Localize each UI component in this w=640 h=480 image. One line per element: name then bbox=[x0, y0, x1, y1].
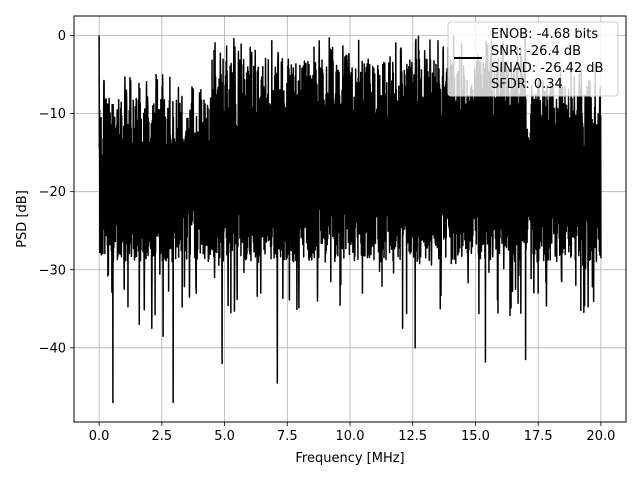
y-tick-label: −10 bbox=[39, 107, 66, 122]
x-tick-label: 2.5 bbox=[151, 429, 172, 444]
legend-entry-sinad: SINAD: -26.42 dB bbox=[491, 61, 603, 76]
x-tick-label: 0.0 bbox=[89, 429, 110, 444]
x-tick-label: 5.0 bbox=[214, 429, 235, 444]
y-tick-label: −40 bbox=[39, 341, 66, 356]
y-tick-label: −20 bbox=[39, 185, 66, 200]
legend-box bbox=[447, 21, 619, 97]
legend-entry-sfdr: SFDR: 0.34 bbox=[491, 77, 563, 92]
x-tick-label: 20.0 bbox=[586, 429, 615, 444]
psd-series-line bbox=[98, 34, 602, 404]
y-tick-label: −30 bbox=[39, 263, 66, 278]
x-axis: 0.0 2.5 5.0 7.5 10.0 12.5 15.0 17.5 20.0 bbox=[89, 422, 615, 444]
x-tick-label: 7.5 bbox=[277, 429, 298, 444]
x-axis-label: Frequency [MHz] bbox=[295, 451, 404, 466]
y-tick-label: 0 bbox=[58, 29, 66, 44]
x-tick-label: 15.0 bbox=[461, 429, 490, 444]
legend-entry-enob: ENOB: -4.68 bits bbox=[491, 27, 598, 42]
x-tick-label: 17.5 bbox=[524, 429, 553, 444]
legend: ENOB: -4.68 bits SNR: -26.4 dB SINAD: -2… bbox=[447, 21, 619, 97]
x-tick-label: 10.0 bbox=[336, 429, 365, 444]
y-axis: 0 −10 −20 −30 −40 bbox=[39, 29, 74, 356]
legend-entry-snr: SNR: -26.4 dB bbox=[491, 44, 581, 59]
x-tick-label: 12.5 bbox=[398, 429, 427, 444]
y-axis-label: PSD [dB] bbox=[15, 190, 30, 248]
series-group bbox=[98, 34, 602, 404]
